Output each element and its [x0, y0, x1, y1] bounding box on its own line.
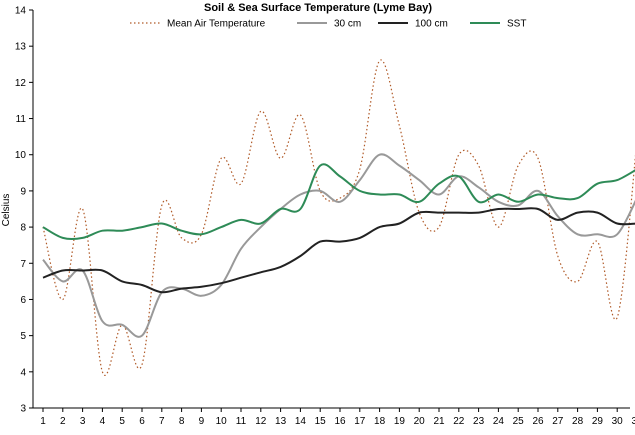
series-line-sst: [42, 163, 635, 241]
legend-label: SST: [507, 19, 526, 30]
x-tick-label: 14: [295, 416, 307, 427]
y-tick-label: 12: [15, 78, 27, 89]
y-tick-label: 10: [15, 150, 27, 161]
y-tick-label: 5: [20, 331, 26, 342]
legend: Mean Air Temperature 30 cm 100 cm SST: [130, 19, 526, 30]
x-tick-label: 6: [139, 416, 145, 427]
x-tick-label: 23: [473, 416, 485, 427]
y-tick-label: 8: [20, 223, 26, 234]
x-tick-label: 8: [179, 416, 185, 427]
y-tick-label: 6: [20, 295, 26, 306]
x-tick-label: 19: [394, 416, 406, 427]
x-tick-label: 16: [334, 416, 346, 427]
x-tick-label: 9: [199, 416, 205, 427]
x-tick-label: 29: [592, 416, 604, 427]
legend-label: 30 cm: [334, 19, 361, 30]
x-tick-label: 20: [414, 416, 426, 427]
x-tick-label: 28: [572, 416, 584, 427]
x-tick-label: 12: [255, 416, 267, 427]
legend-label: 100 cm: [415, 19, 448, 30]
x-tick-label: 25: [513, 416, 525, 427]
x-tick-label: 3: [80, 416, 86, 427]
x-tick-label: 15: [315, 416, 327, 427]
x-tick-label: 13: [275, 416, 287, 427]
x-tick-label: 27: [552, 416, 564, 427]
y-tick-label: 3: [20, 404, 26, 415]
y-tick-label: 13: [15, 42, 27, 53]
x-tick-label: 24: [493, 416, 505, 427]
y-tick-label: 14: [15, 6, 27, 17]
x-tick-label: 2: [60, 416, 66, 427]
x-tick-label: 1: [40, 416, 46, 427]
x-tick-label: 5: [119, 416, 125, 427]
y-tick-label: 9: [20, 186, 26, 197]
x-tick-label: 18: [374, 416, 386, 427]
chart-title: Soil & Sea Surface Temperature (Lyme Bay…: [204, 2, 432, 14]
legend-label: Mean Air Temperature: [167, 19, 266, 30]
x-tick-label: 31: [631, 416, 635, 427]
series-line-mean-air-temperature: [42, 59, 635, 376]
y-tick-label: 4: [20, 367, 26, 378]
y-tick-label: 11: [16, 114, 27, 125]
x-tick-label: 17: [354, 416, 366, 427]
series-line-100-cm: [42, 207, 635, 294]
series-layer: [42, 59, 635, 376]
x-tick-label: 11: [236, 416, 247, 427]
x-tick-label: 10: [216, 416, 228, 427]
x-tick-label: 22: [453, 416, 465, 427]
x-tick-label: 4: [100, 416, 106, 427]
x-tick-label: 30: [612, 416, 624, 427]
y-axis-label: Celsius: [1, 194, 12, 227]
series-line-30-cm: [42, 153, 635, 338]
x-tick-label: 21: [433, 416, 445, 427]
x-tick-label: 26: [532, 416, 544, 427]
y-tick-label: 7: [20, 259, 26, 270]
x-tick-label: 7: [159, 416, 165, 427]
